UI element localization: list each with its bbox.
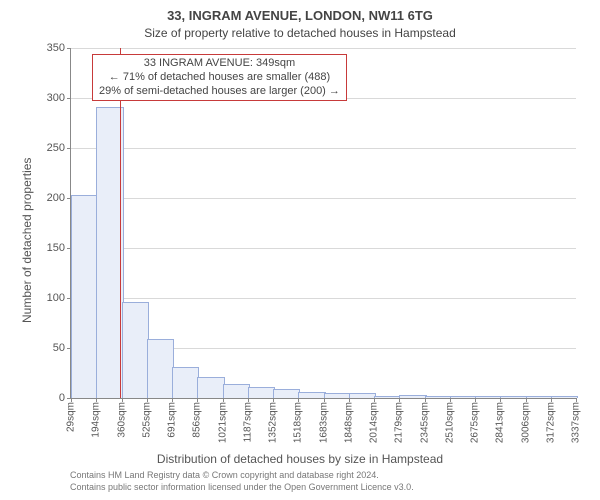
y-tick-label: 350	[47, 42, 71, 54]
histogram-bar	[223, 384, 250, 398]
y-tick-label: 250	[47, 142, 71, 154]
attribution-text: Contains HM Land Registry data © Crown c…	[70, 470, 414, 493]
x-tick-label: 3172sqm	[545, 398, 556, 443]
attribution-line: Contains HM Land Registry data © Crown c…	[70, 470, 414, 482]
histogram-bar	[197, 377, 224, 398]
histogram-bar	[122, 302, 149, 398]
y-gridline	[71, 48, 576, 49]
histogram-bar	[71, 195, 98, 398]
y-tick-label: 50	[53, 342, 71, 354]
y-gridline	[71, 198, 576, 199]
x-tick-label: 2014sqm	[369, 398, 380, 443]
annotation-line: 29% of semi-detached houses are larger (…	[99, 85, 340, 99]
chart-container: 33, INGRAM AVENUE, LONDON, NW11 6TG Size…	[0, 0, 600, 500]
x-tick-label: 29sqm	[66, 398, 77, 432]
x-tick-label: 525sqm	[141, 398, 152, 438]
y-gridline	[71, 298, 576, 299]
x-tick-label: 1352sqm	[268, 398, 279, 443]
chart-subtitle: Size of property relative to detached ho…	[0, 26, 600, 40]
y-gridline	[71, 248, 576, 249]
x-tick-label: 1187sqm	[242, 398, 253, 442]
x-axis-label: Distribution of detached houses by size …	[0, 452, 600, 466]
x-tick-label: 3337sqm	[571, 398, 582, 443]
histogram-bar	[147, 339, 174, 398]
x-tick-label: 3006sqm	[520, 398, 531, 443]
x-tick-label: 1518sqm	[293, 398, 304, 443]
annotation-box: 33 INGRAM AVENUE: 349sqm← 71% of detache…	[92, 54, 347, 101]
annotation-line: ← 71% of detached houses are smaller (48…	[99, 71, 340, 85]
x-tick-label: 2179sqm	[394, 398, 405, 443]
x-tick-label: 2675sqm	[470, 398, 481, 443]
x-tick-label: 691sqm	[167, 398, 178, 438]
x-tick-label: 1848sqm	[343, 398, 354, 443]
x-tick-label: 2345sqm	[419, 398, 430, 443]
annotation-line: 33 INGRAM AVENUE: 349sqm	[99, 57, 340, 71]
chart-title: 33, INGRAM AVENUE, LONDON, NW11 6TG	[0, 8, 600, 23]
x-tick-label: 360sqm	[116, 398, 127, 438]
x-tick-label: 856sqm	[192, 398, 203, 438]
x-tick-label: 1021sqm	[217, 398, 228, 443]
x-tick-label: 194sqm	[91, 398, 102, 438]
y-gridline	[71, 148, 576, 149]
y-axis-label: Number of detached properties	[20, 158, 34, 323]
y-tick-label: 200	[47, 192, 71, 204]
histogram-bar	[273, 389, 300, 398]
x-tick-label: 2841sqm	[495, 398, 506, 443]
histogram-bar	[172, 367, 199, 398]
y-tick-label: 100	[47, 292, 71, 304]
histogram-bar	[248, 387, 275, 398]
y-tick-label: 300	[47, 92, 71, 104]
attribution-line: Contains public sector information licen…	[70, 482, 414, 494]
y-tick-label: 150	[47, 242, 71, 254]
x-tick-label: 1683sqm	[318, 398, 329, 443]
x-tick-label: 2510sqm	[444, 398, 455, 443]
